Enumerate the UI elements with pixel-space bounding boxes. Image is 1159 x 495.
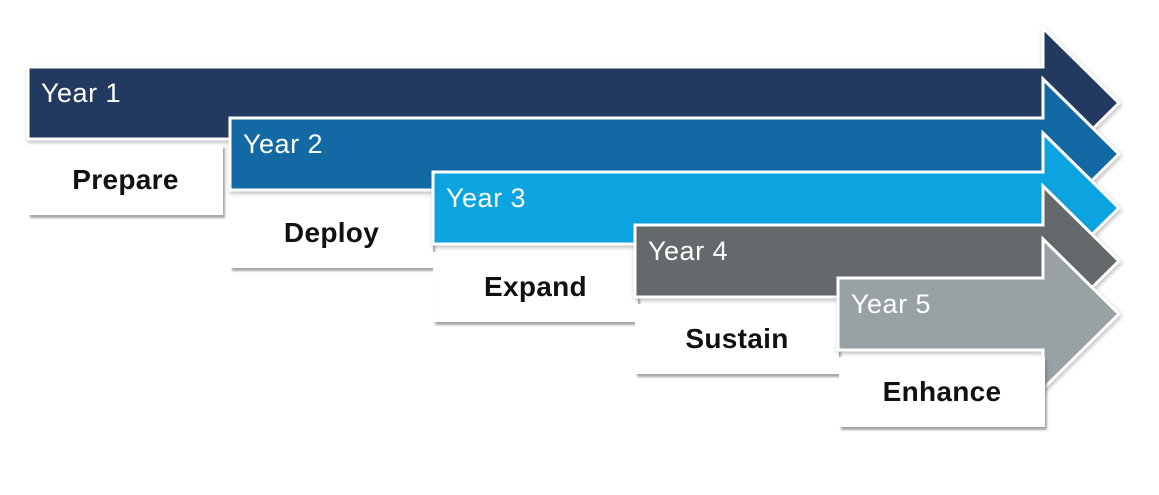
phase-box-deploy: Deploy — [230, 198, 433, 268]
year-1-label: Year 1 — [41, 78, 122, 108]
phase-box-enhance: Enhance — [839, 357, 1045, 427]
phase-label-expand: Expand — [484, 271, 587, 302]
phase-label-sustain: Sustain — [685, 323, 789, 354]
phase-box-prepare: Prepare — [28, 145, 223, 215]
phase-label-deploy: Deploy — [283, 217, 380, 248]
phase-label-enhance: Enhance — [882, 376, 1002, 407]
year-2-label: Year 2 — [243, 129, 324, 159]
year-5-label: Year 5 — [851, 289, 932, 319]
phase-box-expand: Expand — [433, 252, 638, 322]
phase-label-prepare: Prepare — [72, 164, 179, 195]
year-3-label: Year 3 — [446, 183, 527, 213]
phase-box-sustain: Sustain — [635, 304, 839, 374]
year-4-label: Year 4 — [648, 236, 729, 266]
